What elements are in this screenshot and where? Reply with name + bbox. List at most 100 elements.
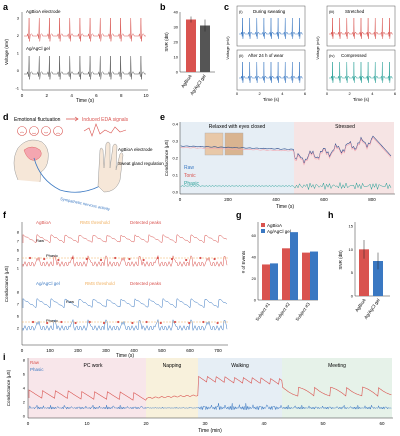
d-gland: Sweat gland regulation — [118, 161, 164, 166]
g-ytick-0: 60 — [252, 233, 257, 238]
f-peak-agbioa-7 — [128, 257, 131, 261]
f-peak-gel-3 — [74, 321, 77, 325]
d-induced: Induced EDA signals — [82, 117, 129, 123]
d-arrow-icon — [66, 116, 79, 122]
f-phasic-trace-gel — [22, 319, 228, 332]
d-electrode: AgBioA electrode — [118, 147, 153, 152]
f-peak-gel-10 — [173, 320, 177, 324]
f-legend2-peaks: Detected peaks — [130, 281, 162, 286]
f-legend2-rms: RMS threshold — [85, 281, 115, 286]
e-legend-tonic: Tonic — [184, 173, 196, 179]
f-legend1-rms: RMS threshold — [80, 220, 110, 225]
f-peak-agbioa-2 — [57, 258, 60, 262]
i-ytick-2: 4 — [23, 386, 26, 391]
f-ytick-top-3: 2 — [17, 257, 20, 262]
panel-f: AgBioA RMS threshold Detected peaks Ag/A… — [4, 220, 228, 359]
i-seg-pc: PC work — [84, 363, 103, 369]
c-ylabel-left: Voltage (mV) — [225, 36, 230, 60]
a-ecg-trace-gel — [24, 55, 146, 80]
e-ylabel: Conductance (μS) — [164, 139, 169, 176]
g-cat-1: Subject #1 — [255, 301, 272, 322]
e-xtick-1: 200 — [224, 197, 232, 202]
f-legend1-agbioa: AgBioA — [36, 220, 51, 225]
f-raw1: Raw — [36, 238, 44, 243]
e-xtick-4: 800 — [368, 197, 376, 202]
d-emoji-faces-icon — [17, 126, 63, 136]
e-ytick-0: 0.4 — [172, 122, 178, 127]
g-cat-3: Subject #3 — [295, 301, 312, 322]
g-cat-2: Subject #2 — [275, 301, 292, 322]
h-ytick-2: 5 — [351, 270, 354, 275]
e-ytick-4: 0.0 — [172, 190, 178, 195]
i-raw-trace — [28, 375, 392, 401]
g-bar-2-0 — [302, 252, 310, 300]
i-xlabel: Time (min) — [198, 428, 222, 434]
d-nerve-path — [33, 157, 101, 193]
g-bar-1-1 — [290, 232, 298, 300]
f-peak-gel-13 — [216, 321, 219, 325]
e-stressed: Stressed — [335, 124, 355, 130]
f-ytick-top-4: 1 — [17, 266, 20, 271]
h-cat-agbioa: AgBioA — [354, 298, 367, 313]
c-trace-stretched — [329, 17, 393, 39]
i-legend-phasic: Phasic — [30, 367, 44, 372]
f-legend1-peaks: Detected peaks — [130, 220, 162, 225]
d-hand-icon — [97, 141, 124, 193]
f-peak-gel-0 — [31, 320, 35, 324]
g-ytick-2: 20 — [252, 276, 257, 281]
a-ecg-trace-agbioa — [24, 17, 146, 42]
f-ytick-bot-2: 6 — [17, 314, 20, 319]
a-ytick-2: 1 — [17, 51, 20, 56]
c-trace-sweating — [239, 17, 303, 39]
a-xtick-4: 8 — [120, 93, 123, 98]
g-ytick-1: 40 — [252, 254, 257, 259]
f-ytick-top-1: 7 — [17, 239, 20, 244]
a-xtick-2: 4 — [70, 93, 73, 98]
f-peak-gel-2 — [60, 320, 63, 324]
e-ytick-1: 0.3 — [172, 139, 178, 144]
c-sub-iv: (iv) — [329, 53, 335, 58]
c-title-sweating: During sweating — [253, 9, 286, 14]
b-ytick-4: 0 — [176, 70, 179, 75]
a-ytick-1: 2 — [17, 33, 20, 38]
f-peak-agbioa-9 — [156, 256, 159, 260]
c-xlabel-right: Time (s) — [353, 97, 370, 102]
f-legend2-gel: Ag/AgCl gel — [36, 281, 60, 286]
panel-a: AgBioA electrode Ag/AgCl gel Voltage (mV… — [4, 9, 149, 104]
b-ytick-0: 40 — [174, 10, 179, 15]
g-legend-gel: Ag/AgCl gel — [267, 229, 291, 234]
f-xlabel: Time (s) — [116, 353, 134, 359]
f-peak-agbioa-6 — [114, 256, 117, 260]
c-sub-iii: (iii) — [329, 9, 335, 14]
g-bar-0-0 — [262, 264, 270, 300]
b-ytick-1: 30 — [174, 25, 179, 30]
i-seg-walking: Walking — [231, 363, 249, 369]
b-ytick-3: 10 — [174, 55, 179, 60]
panel-h-label: h — [328, 210, 334, 220]
f-xtick-4: 400 — [130, 348, 138, 353]
d-signal-sketch — [83, 123, 127, 137]
g-legend-agbioa: AgBioA — [267, 223, 282, 228]
c-xtick-l-2: 4 — [281, 91, 284, 96]
panel-d-label: d — [3, 112, 9, 122]
i-ytick-0: 8 — [23, 358, 26, 363]
e-raw-trace — [180, 135, 392, 165]
c-trace-compressed — [329, 61, 393, 83]
b-ytick-2: 20 — [174, 40, 179, 45]
f-peak-agbioa-12 — [199, 256, 202, 260]
f-peak-agbioa-10 — [170, 257, 174, 261]
panel-b-label: b — [160, 2, 166, 12]
h-ytick-3: 0 — [351, 294, 354, 299]
b-cat-agbioa: AgBioA — [180, 74, 193, 89]
f-ytick-bot-1: 7 — [17, 302, 20, 307]
c-sub-ii: (ii) — [239, 53, 244, 58]
i-seg-napping: Napping — [163, 363, 182, 369]
panel-d: Emotional fluctuation Induced EDA signal… — [13, 116, 164, 212]
f-ytick-top-2: 6 — [17, 248, 20, 253]
i-legend-raw: Raw — [30, 360, 40, 365]
panel-i: Raw Phasic PC work Napping Walking Meeti… — [6, 358, 393, 434]
c-xtick-r-3: 6 — [394, 91, 397, 96]
f-xtick-0: 0 — [21, 348, 24, 353]
g-bar-1-0 — [282, 248, 290, 300]
